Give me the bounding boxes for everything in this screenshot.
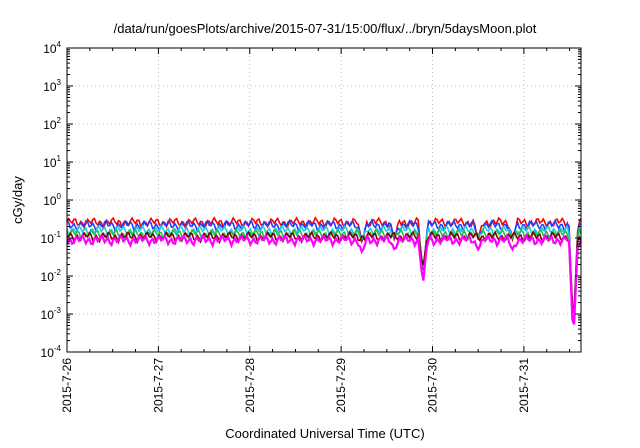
series-group [65,216,582,325]
y-axis-label: cGy/day [10,176,25,224]
y-tick-label: 10-4 [41,344,62,360]
series-line [65,233,582,325]
y-tick-label: 10-1 [41,230,62,246]
y-tick-label: 101 [43,154,61,170]
series-line [66,216,582,316]
x-tick-label: 2015-7-28 [243,358,257,413]
y-tick-label: 10-3 [41,306,62,322]
x-tick-label: 2015-7-29 [334,358,348,413]
y-tick-label: 103 [43,78,61,94]
x-axis-label: Coordinated Universal Time (UTC) [225,426,424,441]
chart-title: /data/run/goesPlots/archive/2015-07-31/1… [114,21,537,36]
y-tick-label: 104 [43,40,61,56]
x-tick-label: 2015-7-31 [517,358,531,413]
x-tick-label: 2015-7-26 [60,358,74,413]
x-tick-label: 2015-7-30 [426,358,440,413]
axes: 10-4 10-3 10-2 10-1 100 101 102 103 104 2015-7-26… [41,40,582,413]
y-tick-label: 100 [43,192,61,208]
y-tick-label: 10-2 [41,268,62,284]
grid [66,48,581,352]
y-tick-label: 102 [43,116,61,132]
x-tick-label: 2015-7-27 [151,358,165,413]
series-line [66,230,582,310]
